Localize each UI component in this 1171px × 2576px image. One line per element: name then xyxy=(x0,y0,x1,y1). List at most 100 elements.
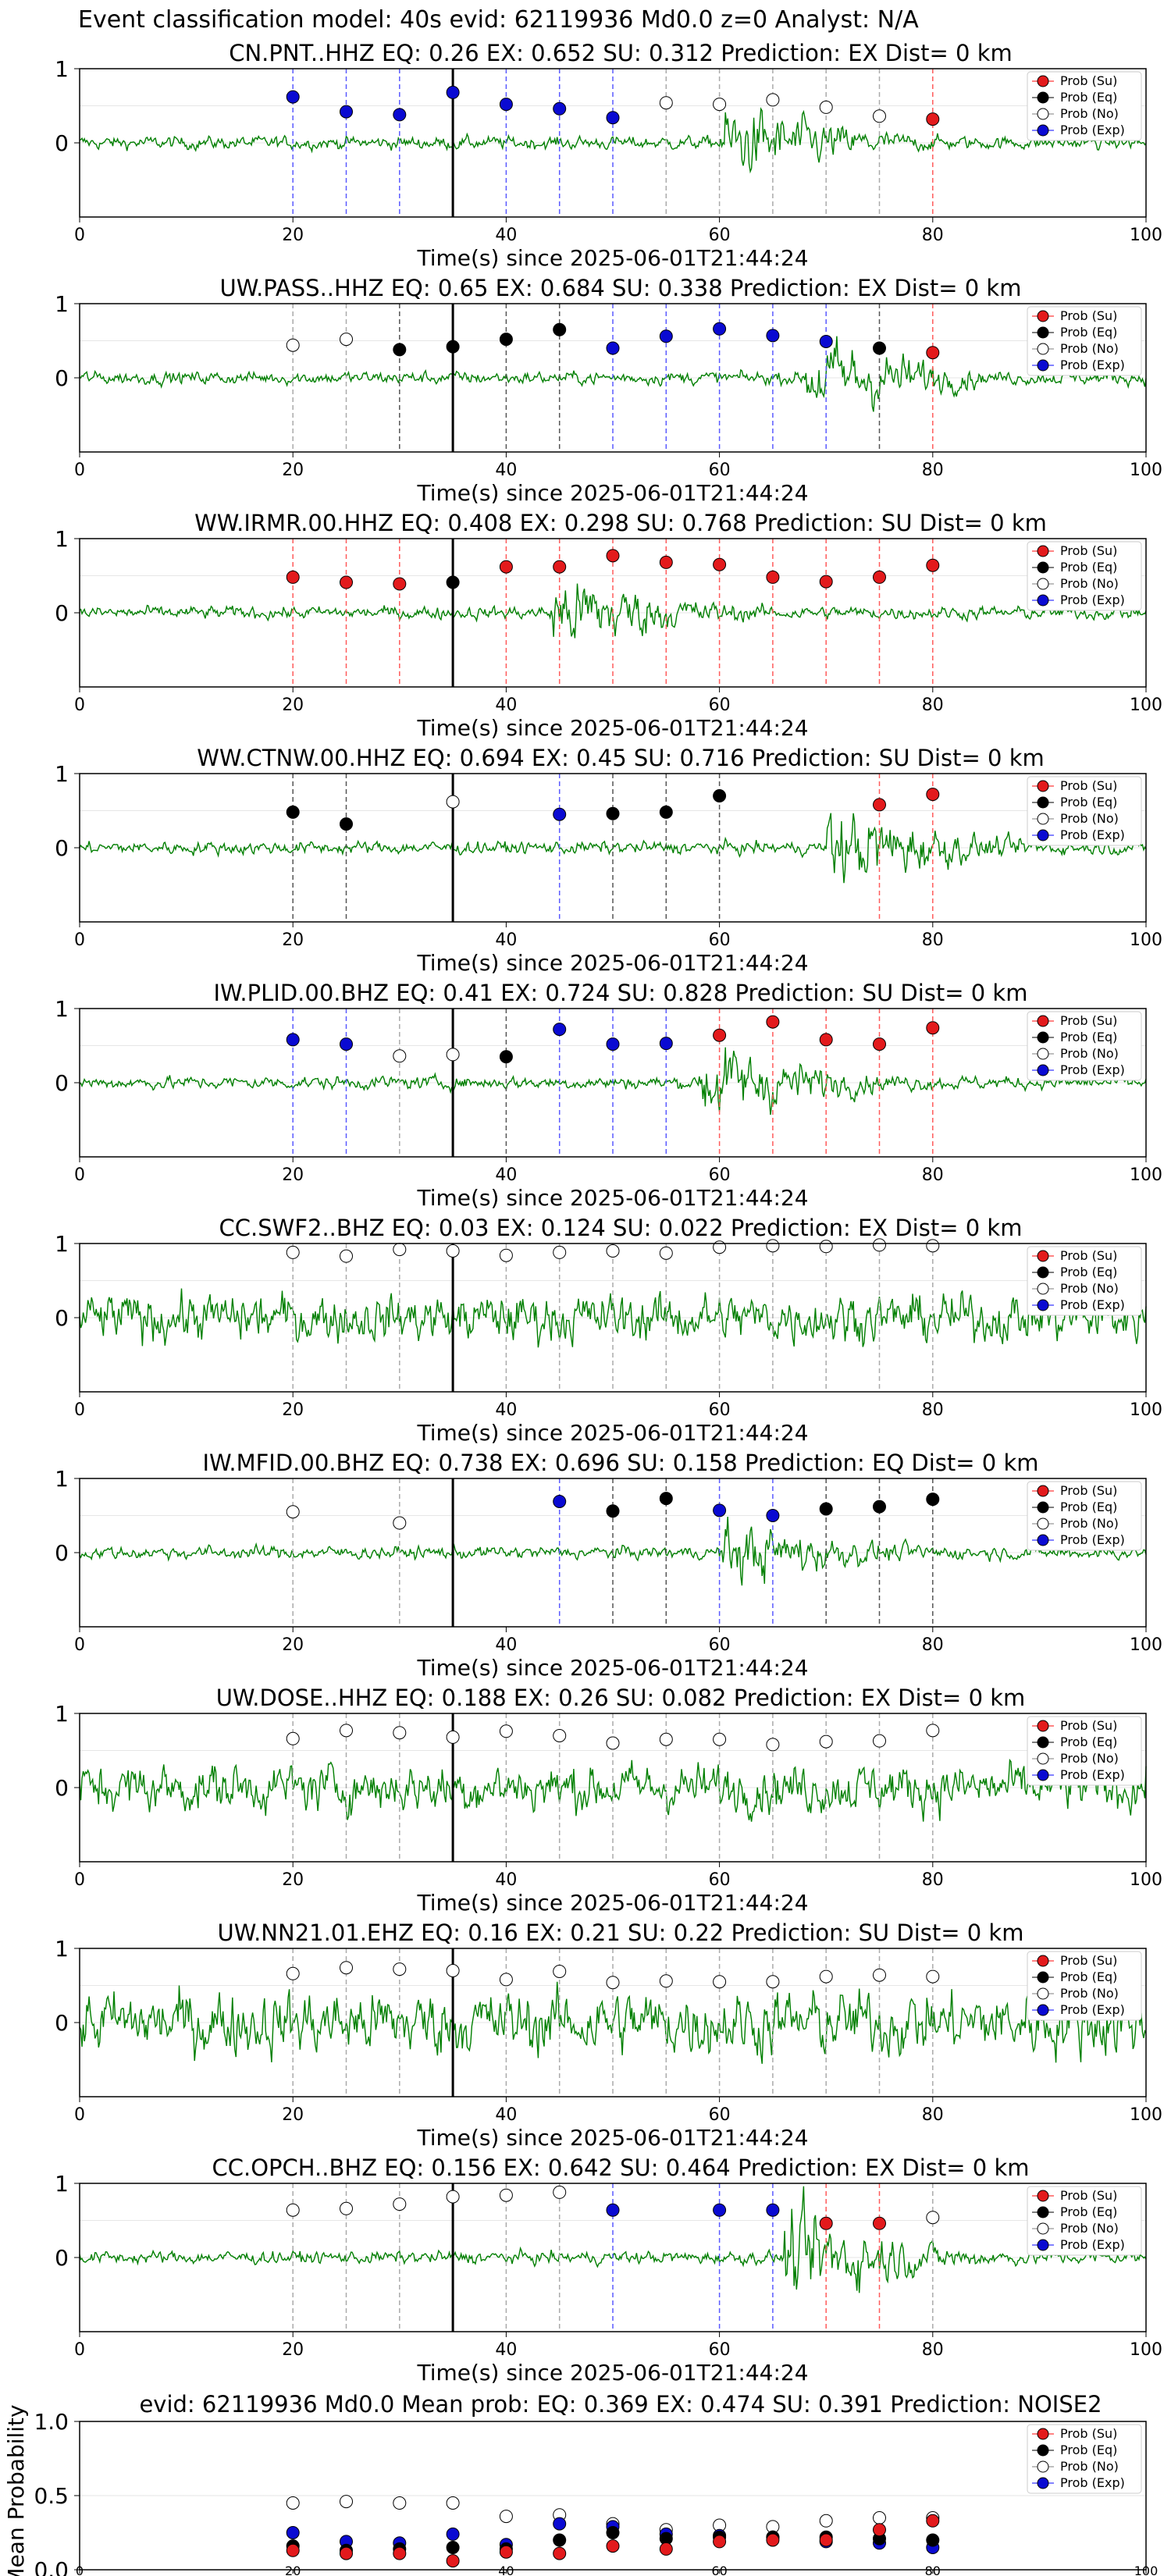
prob-marker-su xyxy=(926,1021,940,1035)
legend-marker-exp xyxy=(1037,2477,1049,2489)
prob-marker-su xyxy=(819,1033,833,1047)
mean-prob-point-eq xyxy=(606,2526,620,2539)
legend-label-su: Prob (Su) xyxy=(1060,1718,1117,1733)
waveform-panel-9: UW.NN21.01.EHZ EQ: 0.16 EX: 0.21 SU: 0.2… xyxy=(55,1920,1162,2151)
legend-label-exp: Prob (Exp) xyxy=(1060,827,1125,842)
legend-box xyxy=(1027,1716,1142,1786)
legend-marker-no xyxy=(1037,1048,1049,1060)
x-axis-label: Time(s) since 2025-06-01T21:44:24 xyxy=(416,1420,808,1446)
prob-marker-no xyxy=(766,1738,780,1752)
prob-marker-no xyxy=(499,2188,513,2202)
legend-box xyxy=(1027,541,1142,611)
legend-label-eq: Prob (Eq) xyxy=(1060,1969,1117,1984)
y-tick-label: 1 xyxy=(55,291,69,317)
y-tick-label: 0 xyxy=(55,130,69,156)
waveform-trace xyxy=(79,583,1147,639)
y-tick-label: 0 xyxy=(55,2010,69,2036)
x-tick-label: 60 xyxy=(709,461,731,480)
y-tick-label: 0 xyxy=(55,1070,69,1096)
legend-marker-exp xyxy=(1037,124,1049,137)
legend-label-no: Prob (No) xyxy=(1060,2459,1119,2474)
mean-prob-point-no xyxy=(340,2495,353,2509)
legend-marker-no xyxy=(1037,813,1049,825)
legend-marker-exp xyxy=(1037,594,1049,607)
legend-marker-eq xyxy=(1037,2444,1049,2457)
prob-marker-no xyxy=(659,96,673,110)
x-tick-label: 20 xyxy=(282,461,304,480)
legend-marker-no xyxy=(1037,108,1049,120)
prob-marker-exp xyxy=(713,322,727,336)
prob-marker-no xyxy=(926,2211,940,2225)
prob-marker-su xyxy=(873,798,886,812)
prob-marker-no xyxy=(713,1975,727,1989)
prob-marker-no xyxy=(340,333,353,347)
panel-title: UW.DOSE..HHZ EQ: 0.188 EX: 0.26 SU: 0.08… xyxy=(216,1685,1026,1711)
legend-label-exp: Prob (Exp) xyxy=(1060,1767,1125,1782)
prob-marker-su xyxy=(819,2216,833,2230)
legend-marker-no xyxy=(1037,2222,1049,2235)
x-tick-label: 80 xyxy=(922,226,944,245)
x-tick-label: 60 xyxy=(709,1165,731,1185)
prob-marker-no xyxy=(873,1968,886,1982)
x-tick-label: 40 xyxy=(498,2564,514,2576)
prob-marker-no xyxy=(446,1730,460,1744)
waveform-panel-7: IW.MFID.00.BHZ EQ: 0.738 EX: 0.696 SU: 0… xyxy=(55,1450,1162,1681)
waveform-panel-10: CC.OPCH..BHZ EQ: 0.156 EX: 0.642 SU: 0.4… xyxy=(55,2154,1162,2386)
x-axis-label: Time(s) since 2025-06-01T21:44:24 xyxy=(416,480,808,506)
prob-marker-no xyxy=(286,2203,300,2217)
x-tick-label: 100 xyxy=(1130,1400,1162,1420)
legend-label-exp: Prob (Exp) xyxy=(1060,1062,1125,1077)
prob-marker-exp xyxy=(499,98,513,112)
prob-marker-exp xyxy=(713,1503,727,1517)
legend-label-no: Prob (No) xyxy=(1060,1986,1119,2001)
legend-marker-eq xyxy=(1037,1266,1049,1279)
y-tick-label: 0 xyxy=(55,600,69,626)
legend-marker-eq xyxy=(1037,561,1049,574)
legend-marker-su xyxy=(1037,1015,1049,1027)
mean-prob-point-no xyxy=(393,2496,407,2510)
prob-marker-no xyxy=(819,1969,833,1984)
legend-marker-eq xyxy=(1037,2206,1049,2218)
legend-label-su: Prob (Su) xyxy=(1060,1248,1117,1263)
prob-marker-eq xyxy=(340,817,353,831)
prob-marker-no xyxy=(606,1244,620,1258)
prob-marker-no xyxy=(446,1048,460,1062)
mean-prob-point-su xyxy=(766,2533,780,2547)
panel-title: IW.MFID.00.BHZ EQ: 0.738 EX: 0.696 SU: 0… xyxy=(202,1450,1038,1476)
legend-label-no: Prob (No) xyxy=(1060,1046,1119,1061)
prob-marker-no xyxy=(606,1736,620,1750)
x-tick-label: 20 xyxy=(282,1870,304,1890)
legend-label-no: Prob (No) xyxy=(1060,576,1119,591)
y-tick-label: 0 xyxy=(55,1305,69,1331)
legend-marker-exp xyxy=(1037,1769,1049,1781)
x-tick-label: 100 xyxy=(1130,930,1162,950)
legend-marker-su xyxy=(1037,1720,1049,1732)
prob-marker-su xyxy=(713,557,727,571)
prob-marker-exp xyxy=(446,85,460,99)
legend-marker-eq xyxy=(1037,326,1049,339)
prob-marker-no xyxy=(713,1240,727,1254)
prob-marker-no xyxy=(393,1726,407,1740)
x-tick-label: 80 xyxy=(922,1635,944,1655)
x-tick-label: 0 xyxy=(74,2105,85,2125)
y-tick-label: 0 xyxy=(55,2245,69,2271)
legend-marker-no xyxy=(1037,578,1049,590)
prob-marker-exp xyxy=(393,108,407,122)
prob-marker-no xyxy=(286,1505,300,1519)
prob-marker-exp xyxy=(286,1033,300,1047)
y-tick-label: 1 xyxy=(55,2171,69,2197)
legend-marker-su xyxy=(1037,1485,1049,1497)
panel-title: CC.SWF2..BHZ EQ: 0.03 EX: 0.124 SU: 0.02… xyxy=(219,1215,1023,1241)
prob-marker-no xyxy=(340,2201,353,2215)
legend-label-su: Prob (Su) xyxy=(1060,2426,1117,2441)
x-tick-label: 20 xyxy=(282,226,304,245)
y-tick-label: 1 xyxy=(55,996,69,1022)
x-tick-label: 40 xyxy=(495,1400,517,1420)
prob-marker-su xyxy=(340,575,353,589)
prob-marker-su xyxy=(926,112,940,126)
prob-marker-no xyxy=(340,1724,353,1738)
x-tick-label: 100 xyxy=(1130,1870,1162,1890)
prob-marker-no xyxy=(873,1238,886,1252)
prob-marker-no xyxy=(286,1966,300,1980)
x-tick-label: 80 xyxy=(922,1870,944,1890)
